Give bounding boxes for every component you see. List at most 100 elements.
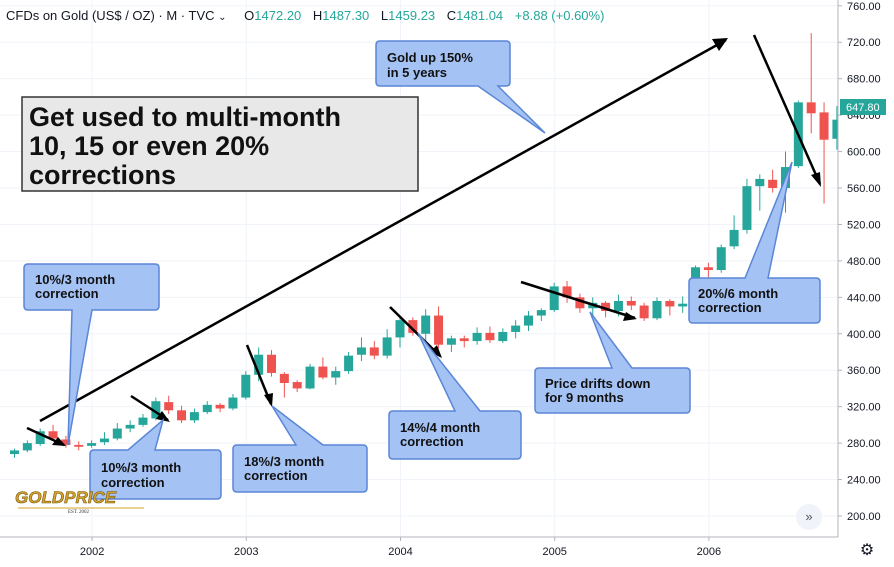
candle-body xyxy=(832,119,842,139)
candle xyxy=(408,317,418,336)
candle-body xyxy=(601,302,611,312)
candle-body xyxy=(254,354,264,375)
price-tag-value: 647.80 xyxy=(846,102,880,114)
candle xyxy=(768,169,778,193)
candle-body xyxy=(768,179,778,189)
headline-line-3: corrections xyxy=(29,160,176,190)
candle-body xyxy=(536,310,546,316)
price-axis-bg[interactable] xyxy=(838,0,894,567)
callout-text: correction xyxy=(101,475,165,490)
x-tick-label: 2006 xyxy=(697,546,721,558)
change-value: +8.88 (+0.60%) xyxy=(514,8,605,23)
candle xyxy=(395,317,405,348)
candle xyxy=(434,306,444,349)
candle xyxy=(318,357,328,380)
callout-5: Price drifts down for 9 months xyxy=(534,311,691,414)
candle xyxy=(536,308,546,322)
candle xyxy=(678,296,688,313)
candle-body xyxy=(575,297,585,309)
candle-body xyxy=(395,320,405,338)
candle xyxy=(292,380,302,393)
candle xyxy=(369,341,379,360)
candle-body xyxy=(279,373,289,383)
candle-body xyxy=(421,315,431,334)
price-axis[interactable]: 200.00 240.00 280.00 320.00 360.00 400.00 440.… xyxy=(837,0,894,567)
candle xyxy=(267,350,276,377)
callout-text: Gold up 150% xyxy=(387,50,473,65)
callout-4: 14%/4 month correction xyxy=(388,332,522,460)
x-tick-label: 2005 xyxy=(542,546,566,558)
y-tick-label: 680.00 xyxy=(847,74,881,86)
candle xyxy=(459,335,469,348)
candle xyxy=(742,178,752,234)
candle-body xyxy=(305,366,315,389)
candle xyxy=(112,423,122,441)
y-tick-label: 720.00 xyxy=(847,37,881,49)
candle-body xyxy=(22,443,32,451)
y-tick-label: 560.00 xyxy=(847,183,881,195)
candle xyxy=(382,329,392,359)
candle-body xyxy=(10,450,19,455)
callout-text: for 9 months xyxy=(545,390,624,405)
candle xyxy=(177,405,187,424)
time-axis[interactable]: 2002 2003 2004 2005 2006 xyxy=(0,536,838,558)
chevron-down-icon[interactable]: ⌄ xyxy=(218,12,227,23)
candle-body xyxy=(202,404,212,413)
callout-text: correction xyxy=(244,468,308,483)
correction-arrow-4 xyxy=(389,306,441,357)
callout-text: correction xyxy=(35,286,99,301)
candle xyxy=(485,326,495,343)
headline-line-2: 10, 15 or even 20% xyxy=(29,131,269,161)
candle-body xyxy=(138,417,148,425)
y-tick-label: 480.00 xyxy=(847,256,881,268)
candle-body xyxy=(613,300,623,312)
x-tick-label: 2002 xyxy=(80,546,104,558)
candle xyxy=(639,302,649,322)
correction-arrow-5 xyxy=(520,280,636,320)
candle-body xyxy=(434,315,444,345)
candle-body xyxy=(267,354,276,373)
callout-text: 10%/3 month xyxy=(101,460,181,475)
candle-body xyxy=(549,286,559,311)
candle xyxy=(755,174,765,211)
candle xyxy=(498,328,508,343)
symbol-header: CFDs on Gold (US$ / OZ) · M · TVC ⌄ O147… xyxy=(6,8,612,23)
y-tick-label: 520.00 xyxy=(847,219,881,231)
candle-body xyxy=(356,347,366,355)
candle-body xyxy=(164,402,174,411)
candle-body xyxy=(344,355,354,372)
candle xyxy=(189,408,199,424)
candle-body xyxy=(382,337,392,356)
candle xyxy=(472,327,482,345)
candle xyxy=(202,401,212,414)
candle xyxy=(511,320,521,339)
candle-body xyxy=(48,431,58,439)
annotation-arrows xyxy=(26,34,822,447)
callout-text: correction xyxy=(400,434,464,449)
candle-body xyxy=(742,186,752,230)
correction-arrow-3 xyxy=(245,344,273,405)
x-tick-label: 2003 xyxy=(234,546,258,558)
candle-body xyxy=(703,267,713,271)
callout-3: 18%/3 month correction xyxy=(232,405,368,493)
high-value: 1487.30 xyxy=(322,8,370,23)
goldprice-logo: GOLDPRICE EST. 2002 xyxy=(15,488,144,515)
y-tick-label: 200.00 xyxy=(847,511,881,523)
y-tick-label: 760.00 xyxy=(847,1,881,13)
gear-icon[interactable]: ⚙ xyxy=(859,542,875,559)
callout-text: correction xyxy=(698,300,762,315)
candle-body xyxy=(626,300,636,306)
candle xyxy=(703,262,713,278)
y-tick-label: 320.00 xyxy=(847,402,881,414)
candle-body xyxy=(241,374,251,398)
callout-6: 20%/6 month correction xyxy=(688,161,821,324)
candle xyxy=(151,397,161,421)
symbol-title[interactable]: CFDs on Gold (US$ / OZ) · M · TVC xyxy=(6,8,215,23)
candle xyxy=(125,420,135,433)
candle xyxy=(421,309,431,342)
double-chevron-right-icon[interactable]: » xyxy=(796,504,822,530)
candle-body xyxy=(665,300,675,307)
candle xyxy=(356,337,366,362)
